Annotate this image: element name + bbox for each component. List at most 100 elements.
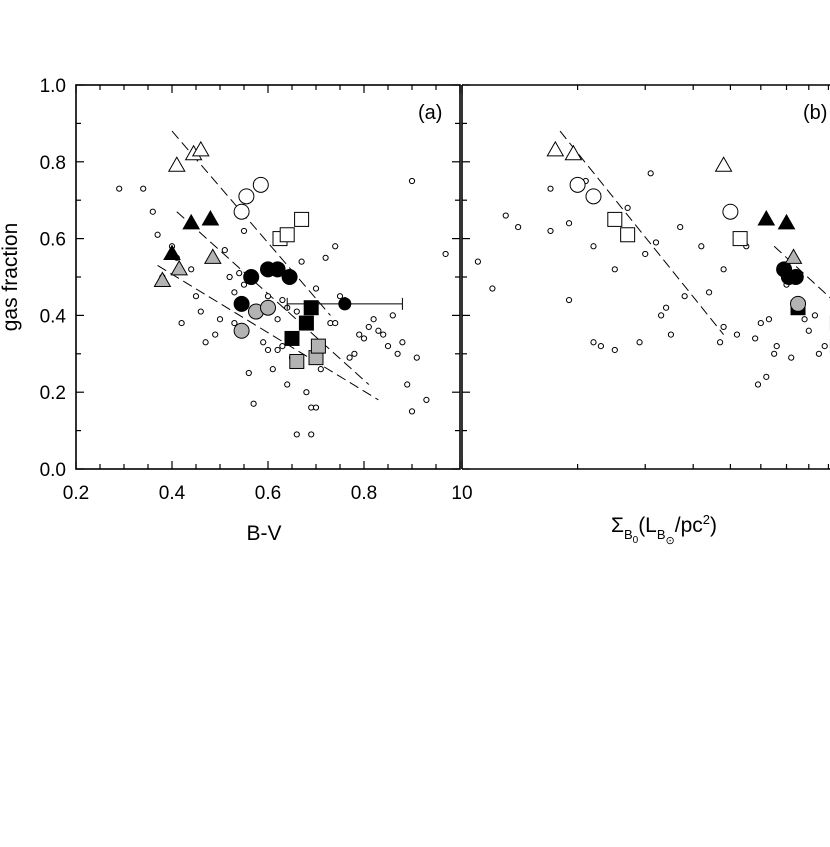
small-point: [647, 170, 654, 177]
white-triangle-marker: [191, 140, 210, 157]
panel-a-xlabel: B-V: [246, 522, 281, 545]
small-point: [197, 308, 204, 315]
gray-triangle-marker: [203, 248, 222, 264]
small-point: [821, 343, 828, 350]
gray-square-marker: [310, 338, 326, 354]
small-point: [250, 400, 257, 407]
error-bar-point: [338, 297, 352, 311]
gray-circle-marker: [790, 295, 807, 312]
small-point: [140, 185, 147, 192]
small-point: [547, 185, 554, 192]
small-point: [399, 339, 406, 346]
fit-line: [171, 130, 331, 316]
panel-b-ticks: 10100: [451, 84, 830, 504]
white-circle-marker: [569, 176, 586, 193]
small-point: [264, 293, 272, 300]
black-square-marker: [298, 315, 314, 331]
small-point: [312, 404, 320, 411]
small-point: [360, 335, 368, 342]
small-point: [565, 220, 573, 227]
small-point: [474, 258, 481, 265]
y-tick-label: 1.0: [40, 76, 66, 97]
white-square-marker: [279, 227, 295, 243]
small-point: [279, 296, 286, 304]
small-point: [336, 293, 344, 300]
small-point: [240, 281, 248, 288]
small-point: [754, 381, 762, 388]
small-point: [380, 331, 387, 338]
y-tick-label: 0.2: [40, 383, 66, 404]
white-square-marker: [607, 211, 623, 227]
small-point: [565, 296, 573, 304]
panel-b-markers: [546, 140, 830, 354]
small-point: [611, 346, 618, 354]
small-point: [212, 331, 219, 338]
white-triangle-marker: [546, 140, 565, 157]
small-point: [423, 396, 430, 403]
small-point: [757, 319, 764, 327]
white-circle-marker: [585, 188, 602, 205]
small-point: [815, 350, 822, 357]
gray-triangle-marker: [170, 259, 189, 276]
small-point: [317, 366, 324, 373]
small-point: [178, 319, 185, 327]
small-point: [394, 350, 401, 357]
white-triangle-marker: [714, 156, 733, 172]
small-point: [389, 312, 396, 319]
small-point: [231, 289, 238, 296]
small-point: [667, 331, 675, 338]
x-tick-label: 0.8: [351, 483, 377, 504]
small-point: [597, 343, 605, 350]
y-tick-label: 0.0: [40, 460, 66, 481]
white-triangle-marker: [564, 144, 583, 161]
fit-line: [559, 130, 724, 335]
small-point: [590, 243, 597, 250]
small-point: [370, 316, 377, 323]
small-point: [293, 308, 300, 315]
small-point: [236, 270, 243, 277]
small-point: [269, 366, 276, 373]
x-tick-label: 10: [451, 483, 472, 504]
small-point: [805, 327, 812, 334]
panel-b-xlabel: ΣB0(LB⊙/pc2): [611, 512, 717, 547]
small-point: [720, 323, 727, 331]
black-triangle-marker: [777, 213, 796, 230]
small-point: [765, 316, 773, 323]
black-circle-marker: [269, 261, 286, 278]
small-point: [154, 231, 161, 238]
gray-circle-marker: [233, 322, 250, 339]
small-point: [624, 204, 631, 211]
panel-a-ylabel: gas fraction: [0, 223, 22, 332]
small-point: [442, 250, 449, 258]
black-circle-marker: [281, 269, 298, 285]
white-circle-marker: [233, 203, 250, 220]
small-point: [279, 343, 286, 350]
small-point: [264, 346, 272, 354]
small-point: [240, 227, 248, 235]
small-point: [771, 350, 778, 357]
panel-a-small-points: [116, 177, 449, 438]
small-point: [332, 243, 339, 250]
black-triangle-marker: [182, 213, 201, 230]
small-point: [733, 331, 741, 338]
white-triangle-marker: [167, 156, 186, 172]
small-point: [221, 247, 228, 254]
small-point: [293, 431, 300, 438]
black-circle-marker: [787, 269, 804, 285]
small-point: [636, 339, 643, 346]
small-point: [298, 258, 305, 265]
small-point: [801, 316, 808, 323]
small-point: [226, 273, 233, 281]
black-circle-marker: [233, 295, 250, 312]
fit-line: [157, 265, 379, 401]
small-point: [332, 319, 339, 327]
panel-b: 10100 (b) ΣB0(LB⊙/pc2): [451, 84, 830, 547]
gray-circle-marker: [260, 299, 276, 316]
black-triangle-marker: [201, 209, 220, 226]
small-point: [274, 346, 281, 354]
x-tick-label: 0.2: [63, 483, 89, 504]
white-square-marker: [294, 211, 310, 227]
small-point: [312, 285, 320, 292]
small-point: [698, 243, 705, 250]
black-triangle-marker: [757, 209, 776, 226]
